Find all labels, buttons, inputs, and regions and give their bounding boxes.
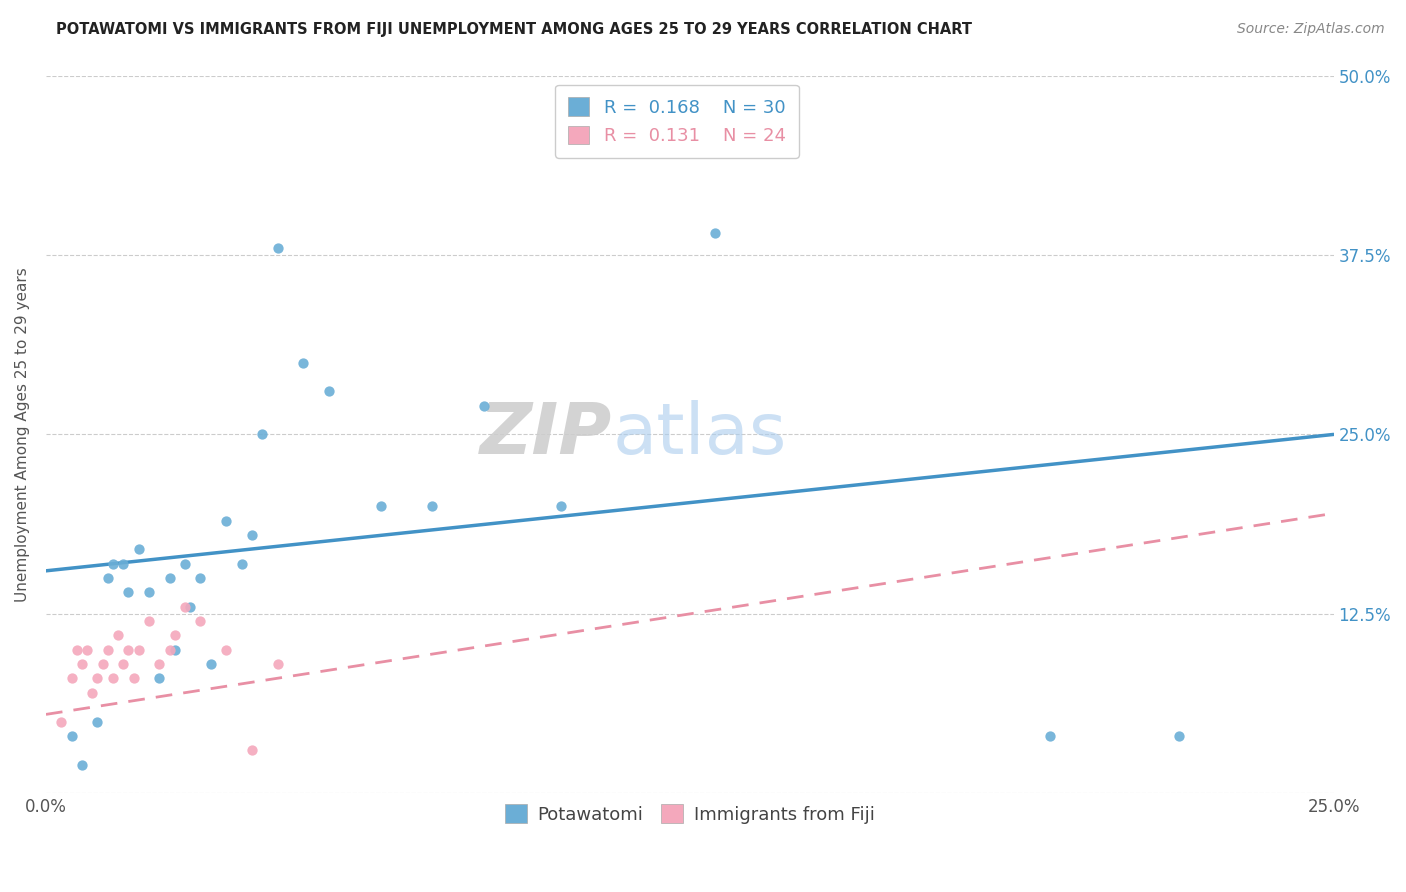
Point	[86, 714, 108, 729]
Point	[82, 686, 104, 700]
Point	[60, 672, 83, 686]
Point	[179, 599, 201, 614]
Point	[122, 672, 145, 686]
Point	[215, 642, 238, 657]
Point	[148, 657, 170, 672]
Text: ZIP: ZIP	[481, 400, 613, 469]
Point	[318, 384, 340, 399]
Point	[70, 757, 93, 772]
Point	[51, 714, 73, 729]
Point	[420, 500, 443, 514]
Point	[190, 571, 212, 585]
Point	[163, 628, 186, 642]
Point	[215, 514, 238, 528]
Point	[267, 241, 290, 255]
Point	[163, 642, 186, 657]
Point	[138, 614, 160, 628]
Point	[267, 657, 290, 672]
Point	[148, 672, 170, 686]
Point	[370, 500, 392, 514]
Point	[91, 657, 114, 672]
Point	[159, 571, 181, 585]
Point	[101, 672, 124, 686]
Point	[240, 743, 263, 757]
Point	[1168, 729, 1191, 743]
Point	[231, 557, 253, 571]
Point	[101, 557, 124, 571]
Point	[76, 642, 98, 657]
Point	[704, 227, 727, 241]
Text: POTAWATOMI VS IMMIGRANTS FROM FIJI UNEMPLOYMENT AMONG AGES 25 TO 29 YEARS CORREL: POTAWATOMI VS IMMIGRANTS FROM FIJI UNEMP…	[56, 22, 972, 37]
Point	[138, 585, 160, 599]
Point	[128, 642, 150, 657]
Point	[97, 642, 120, 657]
Point	[97, 571, 120, 585]
Point	[159, 642, 181, 657]
Point	[112, 557, 135, 571]
Point	[70, 657, 93, 672]
Point	[1039, 729, 1062, 743]
Point	[200, 657, 222, 672]
Y-axis label: Unemployment Among Ages 25 to 29 years: Unemployment Among Ages 25 to 29 years	[15, 267, 30, 602]
Point	[190, 614, 212, 628]
Point	[292, 356, 315, 370]
Point	[60, 729, 83, 743]
Text: Source: ZipAtlas.com: Source: ZipAtlas.com	[1237, 22, 1385, 37]
Point	[107, 628, 129, 642]
Point	[174, 557, 197, 571]
Point	[112, 657, 135, 672]
Point	[117, 642, 139, 657]
Point	[550, 500, 572, 514]
Point	[174, 599, 197, 614]
Point	[252, 427, 274, 442]
Point	[86, 672, 108, 686]
Point	[472, 399, 495, 413]
Text: atlas: atlas	[613, 400, 787, 469]
Point	[128, 542, 150, 557]
Point	[66, 642, 89, 657]
Point	[240, 528, 263, 542]
Legend: Potawatomi, Immigrants from Fiji: Potawatomi, Immigrants from Fiji	[494, 794, 886, 835]
Point	[117, 585, 139, 599]
